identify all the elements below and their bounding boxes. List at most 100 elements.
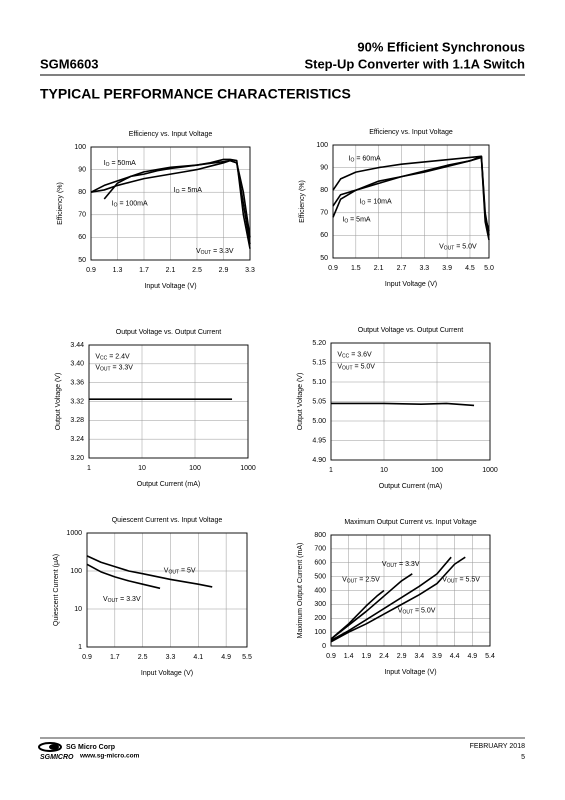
series-label: VOUT = 2.5V	[342, 576, 380, 584]
y-tick-label: 3.24	[70, 436, 84, 443]
y-tick-label: 90	[320, 164, 328, 171]
series-line	[331, 402, 475, 407]
x-tick-label: 1.7	[110, 654, 120, 661]
series-label: VOUT = 3.3V	[382, 561, 420, 569]
y-tick-label: 5.00	[312, 418, 326, 425]
y-tick-label: 3.36	[70, 380, 84, 387]
annotation: VOUT = 5.0V	[439, 244, 477, 252]
y-tick-label: 100	[314, 629, 326, 636]
x-tick-label: 0.9	[328, 265, 338, 272]
x-tick-label: 1.5	[351, 265, 361, 272]
x-axis-title: Output Current (mA)	[379, 483, 442, 490]
x-tick-label: 100	[431, 467, 443, 474]
series-line	[86, 563, 161, 590]
series-label: VOUT = 5.5V	[442, 576, 480, 584]
y-tick-label: 80	[320, 187, 328, 194]
x-tick-label: 3.3	[166, 654, 176, 661]
y-tick-label: 5.10	[312, 379, 326, 386]
y-tick-label: 50	[320, 255, 328, 262]
x-tick-label: 4.9	[221, 654, 231, 661]
y-tick-label: 0	[322, 643, 326, 650]
x-axis-title: Input Voltage (V)	[144, 283, 196, 290]
series-label: VOUT = 5V	[164, 567, 196, 575]
x-tick-label: 3.9	[442, 265, 452, 272]
y-tick-label: 5.05	[312, 398, 326, 405]
x-tick-label: 1	[329, 467, 333, 474]
series-label: IO = 100mA	[112, 200, 148, 208]
x-tick-label: 2.5	[192, 267, 202, 274]
x-tick-label: 5.5	[242, 654, 252, 661]
y-tick-label: 90	[78, 166, 86, 173]
series-label: IO = 10mA	[360, 198, 392, 206]
y-tick-label: 50	[78, 257, 86, 264]
x-tick-label: 3.3	[419, 265, 429, 272]
x-tick-label: 5.4	[485, 653, 495, 660]
y-tick-label: 3.44	[70, 342, 84, 349]
y-tick-label: 3.40	[70, 361, 84, 368]
x-tick-label: 2.1	[166, 267, 176, 274]
y-tick-label: 5.15	[312, 359, 326, 366]
y-tick-label: 400	[314, 587, 326, 594]
y-axis-title: Efficiency (%)	[299, 180, 306, 223]
y-tick-label: 700	[314, 546, 326, 553]
x-tick-label: 2.9	[219, 267, 229, 274]
y-tick-label: 70	[320, 210, 328, 217]
y-tick-label: 5.20	[312, 340, 326, 347]
chart-title: Maximum Output Current vs. Input Voltage	[344, 519, 476, 526]
series-label: VOUT = 5.0V	[398, 607, 436, 615]
part-number: SGM6603	[40, 56, 99, 71]
x-tick-label: 2.9	[397, 653, 407, 660]
y-tick-label: 500	[314, 573, 326, 580]
x-tick-label: 10	[380, 467, 388, 474]
x-axis-title: Input Voltage (V)	[141, 670, 193, 677]
x-tick-label: 4.5	[465, 265, 475, 272]
plot-border	[86, 532, 248, 648]
y-axis-title: Maximum Output Current (mA)	[297, 543, 304, 639]
x-tick-label: 2.5	[138, 654, 148, 661]
y-tick-label: 4.90	[312, 457, 326, 464]
y-tick-label: 60	[320, 232, 328, 239]
logo	[38, 742, 62, 752]
y-tick-label: 100	[70, 568, 82, 575]
brand: SGMICRO	[40, 754, 74, 761]
y-tick-label: 300	[314, 601, 326, 608]
date: FEBRUARY 2018	[470, 743, 525, 750]
x-tick-label: 1.4	[344, 653, 354, 660]
x-tick-label: 2.7	[397, 265, 407, 272]
series-label: IO = 5mA	[342, 216, 371, 224]
x-tick-label: 1.9	[361, 653, 371, 660]
y-tick-label: 100	[316, 142, 328, 149]
page-number: 5	[521, 754, 525, 761]
y-axis-title: Output Voltage (V)	[55, 373, 62, 431]
chart-title: Output Voltage vs. Output Current	[116, 329, 222, 336]
x-tick-label: 1.7	[139, 267, 149, 274]
y-tick-label: 1	[78, 644, 82, 651]
chart-title: Quiescent Current vs. Input Voltage	[112, 517, 223, 524]
series-line	[330, 589, 385, 640]
plot-frame	[86, 532, 248, 648]
plot-border	[88, 344, 249, 459]
y-tick-label: 60	[78, 234, 86, 241]
series-label: VOUT = 3.3V	[103, 596, 141, 604]
y-axis-title: Efficiency (%)	[57, 182, 64, 225]
y-tick-label: 3.28	[70, 417, 84, 424]
plot-border	[330, 342, 491, 461]
series-label: IO = 60mA	[349, 155, 381, 163]
series-line	[103, 158, 251, 249]
y-tick-label: 800	[314, 532, 326, 539]
x-tick-label: 0.9	[326, 653, 336, 660]
company-name: SG Micro Corp	[66, 744, 115, 751]
x-tick-label: 10	[138, 465, 146, 472]
series-line	[330, 556, 466, 643]
y-tick-label: 1000	[66, 530, 82, 537]
chart-title: Efficiency vs. Input Voltage	[129, 131, 213, 138]
y-axis-title: Quiescent Current (μA)	[53, 554, 60, 626]
x-tick-label: 1.3	[113, 267, 123, 274]
x-tick-label: 4.1	[193, 654, 203, 661]
x-axis-title: Input Voltage (V)	[384, 669, 436, 676]
x-tick-label: 2.4	[379, 653, 389, 660]
annotation: VCC = 3.6V	[337, 352, 372, 360]
y-tick-label: 3.20	[70, 455, 84, 462]
